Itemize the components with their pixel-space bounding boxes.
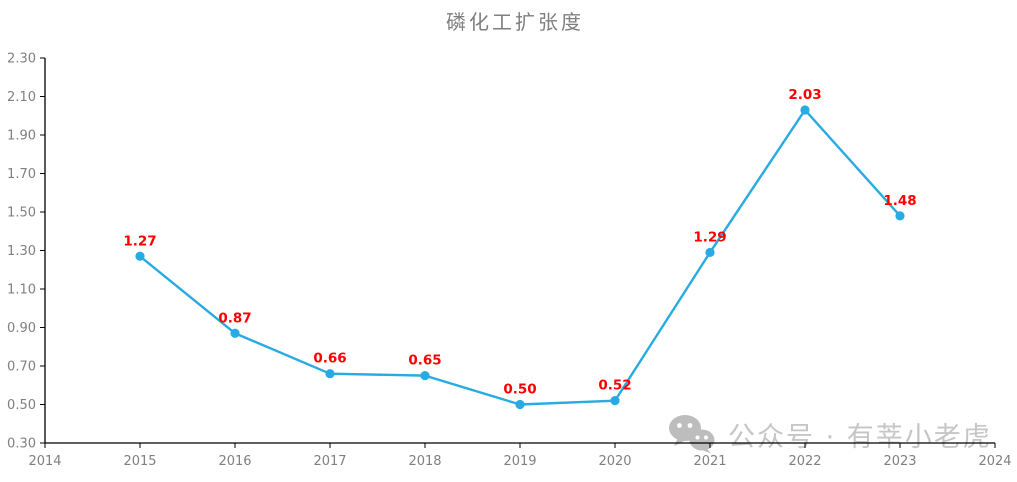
data-point-marker [515, 399, 525, 410]
wechat-eye [704, 435, 708, 440]
wechat-eye [695, 435, 700, 440]
y-axis-tick-label: 0.70 [7, 360, 36, 375]
y-axis-tick-label: 1.50 [7, 206, 36, 221]
data-point-label: 0.52 [598, 378, 631, 394]
data-point-marker [325, 369, 335, 379]
series-line [138, 108, 902, 406]
x-axis-tick-label: 2014 [28, 454, 61, 469]
data-point-marker [420, 371, 430, 381]
data-point-label: 1.29 [693, 229, 726, 245]
data-point-label: 2.03 [788, 87, 821, 103]
data-point-marker [610, 396, 620, 406]
data-point-label: 0.50 [503, 382, 536, 398]
data-point-marker [705, 247, 715, 258]
data-point-marker [800, 105, 810, 115]
wechat-icon [669, 415, 715, 454]
x-axis-tick-label: 2015 [123, 454, 156, 469]
x-axis-tick-label: 2021 [693, 454, 726, 469]
x-axis-tick-label: 2017 [313, 454, 346, 469]
y-axis-tick-label: 1.70 [7, 167, 36, 182]
data-point-label: 0.65 [408, 353, 441, 369]
wechat-eye [687, 423, 693, 428]
x-axis-tick-label: 2016 [218, 454, 251, 469]
x-axis-tick-label: 2022 [788, 454, 821, 469]
y-axis-tick-label: 2.10 [7, 90, 36, 105]
data-point-marker [135, 251, 145, 261]
data-point-marker [895, 211, 905, 221]
x-axis-tick-label: 2024 [978, 454, 1011, 469]
y-axis-tick-label: 0.50 [7, 398, 36, 413]
watermark: 公众号 · 有莘小老虎 [668, 414, 992, 454]
x-axis-tick-label: 2023 [883, 454, 916, 469]
y-axis-tick-label: 1.10 [7, 283, 36, 298]
y-axis-tick-label: 1.90 [7, 129, 36, 144]
x-axis-tick-label: 2018 [408, 454, 441, 469]
watermark-text: 公众号 · 有莘小老虎 [728, 421, 992, 453]
data-point-label: 1.27 [123, 233, 156, 249]
data-point-label: 1.48 [883, 193, 916, 209]
y-axis-tick-label: 2.30 [7, 52, 36, 67]
data-point-label: 0.66 [313, 351, 346, 367]
x-axis-tick-label: 2020 [598, 454, 631, 469]
data-point-marker [230, 328, 240, 338]
y-axis-tick-label: 0.30 [7, 437, 36, 452]
y-axis-tick-label: 1.30 [7, 244, 36, 259]
wechat-eye [677, 423, 682, 428]
data-point-label: 0.87 [218, 310, 251, 326]
chart-title: 磷化工扩张度 [446, 10, 584, 34]
x-axis-tick-label: 2019 [503, 454, 536, 469]
y-axis-tick-label: 0.90 [7, 321, 36, 336]
